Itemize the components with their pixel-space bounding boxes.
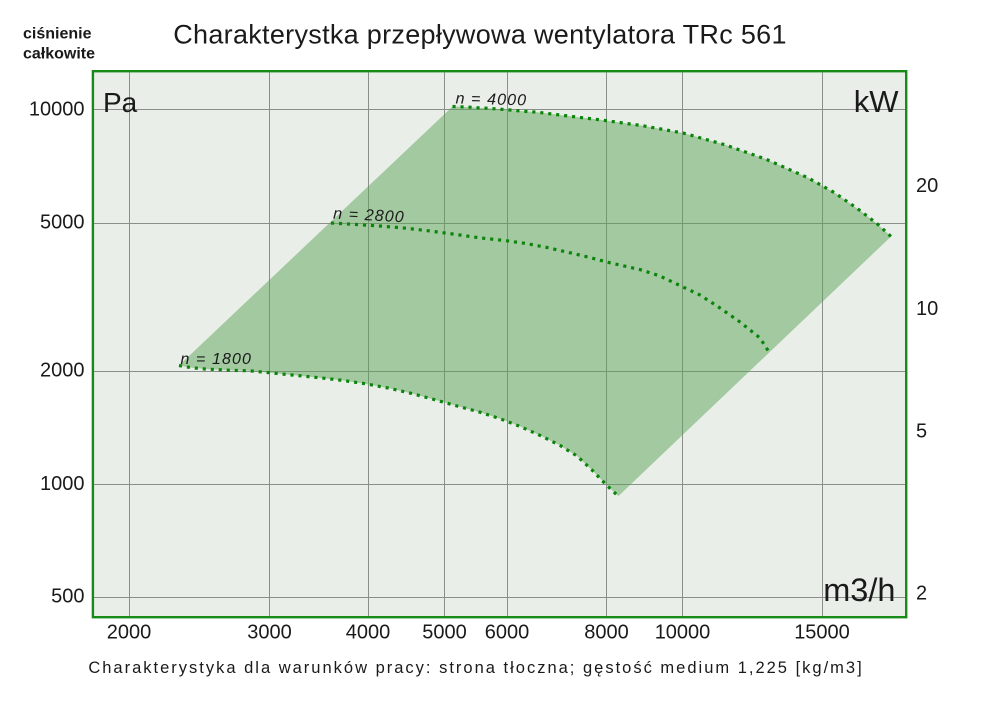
svg-text:5000: 5000: [40, 211, 85, 233]
svg-text:500: 500: [51, 586, 84, 608]
svg-text:całkowite: całkowite: [23, 46, 95, 63]
svg-text:1000: 1000: [40, 473, 85, 495]
svg-text:n = 1800: n = 1800: [181, 351, 253, 368]
svg-text:2: 2: [916, 583, 927, 605]
svg-text:20: 20: [916, 175, 938, 197]
svg-text:10: 10: [916, 298, 938, 320]
svg-text:Charakterystyka dla warunków p: Charakterystyka dla warunków pracy: stro…: [88, 659, 863, 677]
svg-text:10000: 10000: [655, 622, 711, 644]
svg-text:2000: 2000: [40, 360, 85, 382]
svg-text:8000: 8000: [584, 622, 629, 644]
svg-text:5000: 5000: [422, 622, 467, 644]
svg-text:15000: 15000: [794, 622, 850, 644]
svg-text:n = 4000: n = 4000: [455, 91, 527, 110]
svg-text:ciśnienie: ciśnienie: [23, 26, 92, 43]
svg-text:m3/h: m3/h: [823, 572, 895, 608]
svg-text:5: 5: [916, 421, 927, 443]
svg-text:Charakterystka przepływowa wen: Charakterystka przepływowa wentylatora T…: [173, 20, 787, 50]
svg-text:4000: 4000: [346, 622, 391, 644]
svg-text:n = 2800: n = 2800: [333, 206, 405, 227]
svg-text:3000: 3000: [247, 622, 292, 644]
svg-text:kW: kW: [854, 84, 900, 119]
svg-text:Pa: Pa: [103, 87, 138, 118]
svg-text:6000: 6000: [485, 622, 530, 644]
svg-text:10000: 10000: [29, 99, 85, 121]
svg-text:2000: 2000: [107, 622, 152, 644]
